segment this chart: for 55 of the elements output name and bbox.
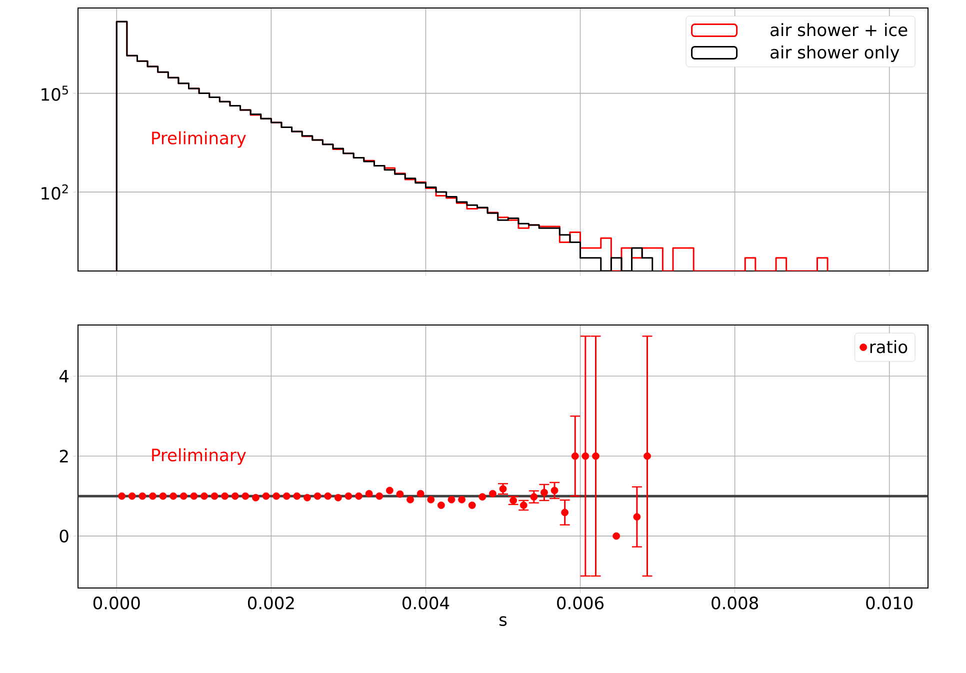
point <box>272 492 280 500</box>
y-tick-label: 4 <box>59 370 69 382</box>
point <box>314 492 322 500</box>
point <box>128 492 136 500</box>
y-tick-label: 10$^{2}$ <box>42 184 68 200</box>
point <box>170 492 178 500</box>
point <box>282 492 290 500</box>
point <box>376 492 384 500</box>
y-tick-label: 10$^{5}$ <box>42 86 68 101</box>
x-tick-label: 0.004 <box>402 596 450 610</box>
point <box>221 492 229 500</box>
legend-label: ratio <box>870 340 908 354</box>
point <box>149 492 156 500</box>
point <box>190 492 198 500</box>
annotation: Preliminary <box>152 131 246 148</box>
point <box>489 490 496 498</box>
annotation: Preliminary <box>152 448 246 465</box>
legend-label: air shower + ice <box>770 23 908 36</box>
point <box>355 492 362 500</box>
x-tick-label: 0.008 <box>712 596 758 610</box>
point <box>200 492 208 500</box>
point <box>344 492 352 500</box>
y-tick-label: 2 <box>60 450 68 462</box>
point <box>478 493 486 501</box>
point <box>324 492 332 500</box>
point <box>159 492 167 500</box>
point <box>118 492 126 500</box>
point <box>468 502 476 509</box>
legend-label: air shower only <box>770 45 900 62</box>
x-tick-label: 0.000 <box>93 596 140 610</box>
point <box>386 486 394 494</box>
point <box>396 490 404 498</box>
point <box>242 492 250 500</box>
x-axis-title: s <box>500 616 507 626</box>
point <box>293 492 301 500</box>
x-tick-label: 0.006 <box>557 596 604 610</box>
y-tick-label: 0 <box>60 530 68 542</box>
point <box>231 492 239 500</box>
point <box>612 532 620 540</box>
point <box>252 494 260 502</box>
point <box>334 494 342 502</box>
point <box>406 496 414 504</box>
point <box>458 496 466 504</box>
point <box>448 496 456 504</box>
point <box>262 492 270 500</box>
x-tick-label: 0.002 <box>248 596 294 610</box>
point <box>304 494 311 502</box>
point <box>138 492 146 500</box>
x-tick-label: 0.010 <box>866 596 913 610</box>
point <box>365 490 373 498</box>
point <box>437 502 445 509</box>
point <box>180 492 188 500</box>
point <box>416 490 424 498</box>
point <box>210 492 218 500</box>
point <box>427 496 435 504</box>
